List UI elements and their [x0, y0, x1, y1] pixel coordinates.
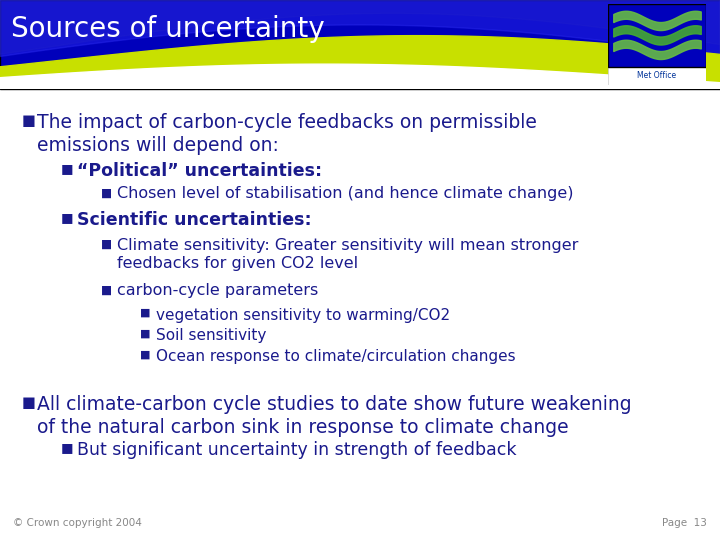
- FancyBboxPatch shape: [0, 0, 720, 89]
- Text: carbon-cycle parameters: carbon-cycle parameters: [117, 284, 318, 299]
- Text: “Political” uncertainties:: “Political” uncertainties:: [77, 162, 322, 180]
- Text: ■: ■: [61, 211, 73, 224]
- Text: Met Office: Met Office: [637, 71, 677, 80]
- Text: Ocean response to climate/circulation changes: Ocean response to climate/circulation ch…: [156, 349, 516, 364]
- Text: But significant uncertainty in strength of feedback: But significant uncertainty in strength …: [77, 441, 516, 459]
- Text: ■: ■: [140, 349, 151, 360]
- Text: Scientific uncertainties:: Scientific uncertainties:: [77, 211, 312, 228]
- Text: The impact of carbon-cycle feedbacks on permissible
emissions will depend on:: The impact of carbon-cycle feedbacks on …: [37, 113, 537, 155]
- Text: ■: ■: [61, 162, 73, 175]
- Text: All climate-carbon cycle studies to date show future weakening
of the natural ca: All climate-carbon cycle studies to date…: [37, 395, 632, 437]
- Text: ■: ■: [61, 441, 73, 454]
- Text: © Crown copyright 2004: © Crown copyright 2004: [13, 518, 142, 528]
- Text: ■: ■: [140, 308, 151, 318]
- Text: ■: ■: [22, 395, 35, 410]
- FancyBboxPatch shape: [608, 4, 706, 85]
- Text: Soil sensitivity: Soil sensitivity: [156, 328, 266, 343]
- Text: ■: ■: [22, 113, 35, 129]
- Text: ■: ■: [101, 186, 112, 199]
- Text: ■: ■: [101, 284, 112, 296]
- Text: Sources of uncertainty: Sources of uncertainty: [11, 15, 325, 43]
- Text: Chosen level of stabilisation (and hence climate change): Chosen level of stabilisation (and hence…: [117, 186, 573, 201]
- Text: ■: ■: [101, 238, 112, 251]
- Text: ■: ■: [140, 328, 151, 339]
- Text: vegetation sensitivity to warming/CO2: vegetation sensitivity to warming/CO2: [156, 308, 451, 323]
- Text: Page  13: Page 13: [662, 518, 707, 528]
- Text: Climate sensitivity: Greater sensitivity will mean stronger
feedbacks for given : Climate sensitivity: Greater sensitivity…: [117, 238, 578, 271]
- FancyBboxPatch shape: [608, 4, 706, 67]
